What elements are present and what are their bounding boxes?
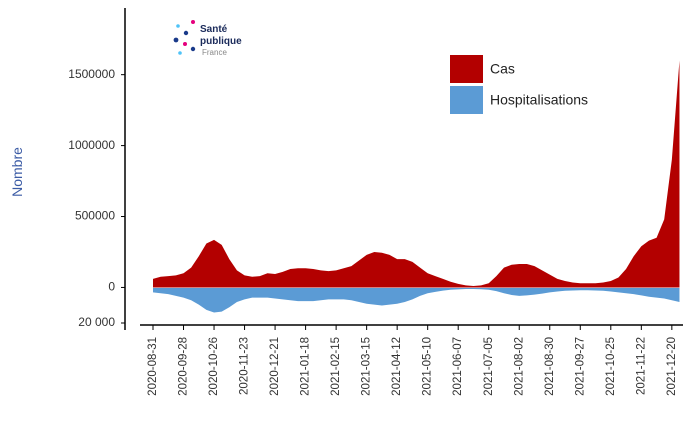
y-tick-label: 1500000 xyxy=(68,67,115,81)
y-tick-label: 500000 xyxy=(75,209,115,223)
x-tick-label: 2021-12-20 xyxy=(666,337,678,396)
area xyxy=(153,60,680,288)
logo-text: France xyxy=(202,48,227,57)
x-tick-label: 2020-09-28 xyxy=(178,337,190,396)
x-tick-label: 2021-03-15 xyxy=(361,337,373,396)
x-tick-label: 2021-05-10 xyxy=(422,337,434,396)
x-tick-label: 2020-12-21 xyxy=(269,337,281,396)
x-tick-label: 2020-10-26 xyxy=(208,337,220,396)
x-tick-label: 2021-06-07 xyxy=(452,337,464,396)
logo: Santé publique France xyxy=(173,20,242,57)
x-tick-label: 2021-08-02 xyxy=(513,337,525,396)
logo-text: publique xyxy=(200,36,242,47)
x-tick-label: 2021-11-22 xyxy=(635,337,647,395)
legend-swatch xyxy=(450,55,483,83)
x-tick-label: 2021-07-05 xyxy=(483,337,495,396)
y-tick-label: 0 xyxy=(108,280,115,294)
area xyxy=(153,288,680,313)
x-tick-label: 2021-08-30 xyxy=(544,337,556,396)
logo-dot xyxy=(183,42,187,46)
x-tick-label: 2021-10-25 xyxy=(605,337,617,396)
logo-dot xyxy=(178,51,182,55)
logo-dot xyxy=(173,37,179,43)
x-tick-label: 2020-11-23 xyxy=(239,337,251,395)
x-tick-label: 2021-04-12 xyxy=(391,337,403,396)
y-axis-label: Nombre xyxy=(9,147,25,197)
y2-tick-label: 20 000 xyxy=(78,315,115,329)
x-tick-label: 2021-09-27 xyxy=(574,337,586,396)
x-tick-label: 2021-02-15 xyxy=(330,337,342,396)
logo-dot xyxy=(190,46,196,52)
logo-text: Santé xyxy=(200,24,228,35)
legend-label: Hospitalisations xyxy=(490,92,588,108)
x-tick-label: 2020-08-31 xyxy=(147,337,159,396)
y-tick-label: 1000000 xyxy=(68,138,115,152)
logo-dot xyxy=(191,20,195,24)
logo-dot xyxy=(183,30,189,36)
legend-label: Cas xyxy=(490,61,515,77)
x-tick-label: 2021-01-18 xyxy=(300,337,312,396)
logo-dot xyxy=(176,24,180,28)
legend-swatch xyxy=(450,86,483,114)
